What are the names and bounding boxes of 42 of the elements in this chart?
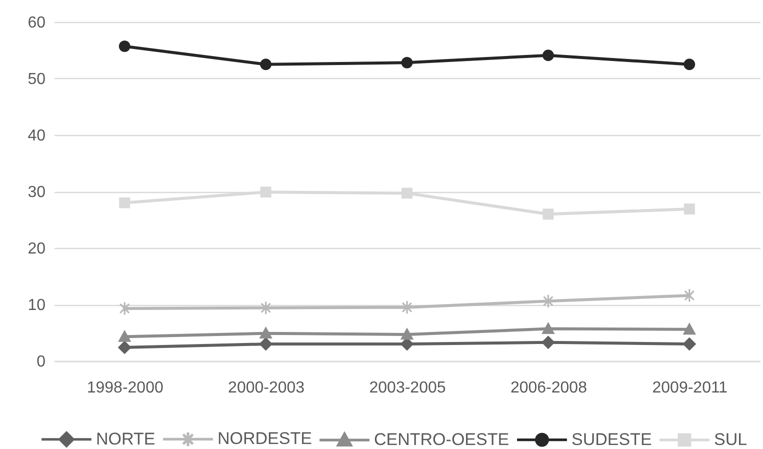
point	[684, 58, 696, 70]
x-tick-label: 2003-2005	[369, 380, 446, 396]
point	[542, 50, 554, 62]
point	[260, 58, 272, 70]
point	[400, 338, 414, 351]
point	[118, 330, 131, 342]
x-tick-label: 1998-2000	[86, 380, 164, 396]
point	[683, 323, 696, 335]
point	[542, 294, 554, 308]
point	[400, 328, 414, 340]
legend-label: CENTRO-OESTE	[374, 430, 510, 449]
point	[684, 288, 695, 303]
point	[260, 327, 272, 339]
legend-label: SUL	[714, 430, 748, 449]
point	[542, 322, 554, 334]
x-tick-label: 2006-2008	[510, 380, 588, 396]
y-tick-label: 60	[28, 14, 46, 32]
x-tick-label: 2009-2011	[652, 380, 728, 396]
y-tick-label: 20	[28, 240, 46, 258]
y-tick-label: 30	[28, 184, 46, 201]
point	[542, 336, 555, 349]
point	[259, 338, 272, 351]
point	[118, 40, 130, 52]
legend-label: NORDESTE	[218, 429, 312, 448]
y-tick-label: 50	[28, 71, 46, 88]
legend-label: NORTE	[96, 429, 156, 448]
point	[402, 188, 412, 199]
y-tick-label: 40	[28, 128, 46, 144]
point	[260, 186, 272, 198]
point	[119, 197, 130, 208]
point	[684, 204, 695, 214]
point	[402, 300, 412, 314]
point	[260, 300, 272, 315]
point	[119, 301, 130, 316]
point	[682, 338, 696, 351]
point	[401, 56, 413, 68]
x-tick-label: 2000-2003	[228, 380, 305, 396]
legend-label: SUDESTE	[572, 430, 652, 449]
y-tick-label: 0	[36, 354, 46, 370]
point	[542, 208, 554, 220]
y-tick-label: 10	[28, 297, 46, 314]
point	[118, 340, 132, 354]
